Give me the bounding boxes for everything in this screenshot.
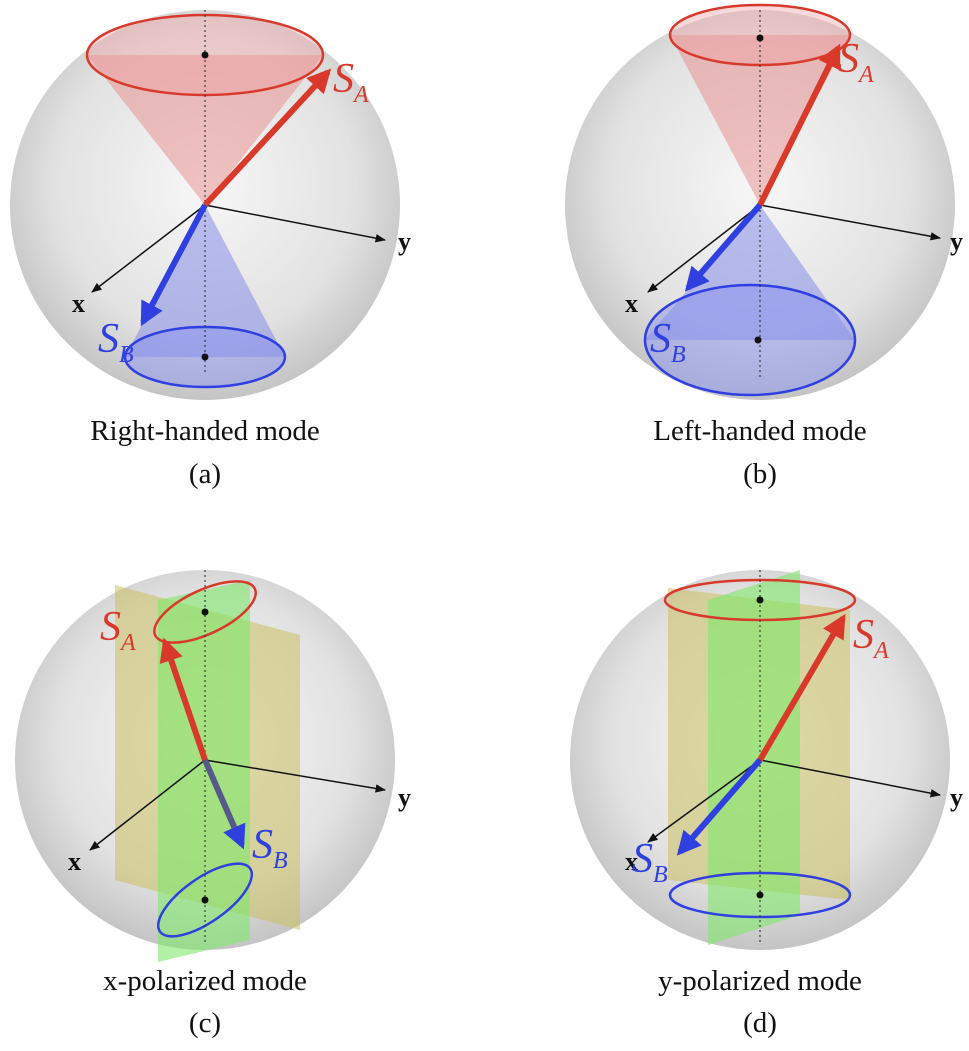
axis-label: y <box>398 783 411 812</box>
spin-b-arrow <box>140 203 208 327</box>
spin-a-arrow <box>159 637 208 761</box>
panel-label: (b) <box>743 458 777 490</box>
spin-symbol: S <box>98 316 119 362</box>
panel-c <box>15 570 395 962</box>
axis-y <box>759 204 942 241</box>
caption: Left-handed mode <box>653 415 866 447</box>
plane <box>158 580 250 962</box>
spin-label: SA <box>333 56 369 108</box>
spin-label: SA <box>100 604 136 656</box>
spin-label: SB <box>252 822 288 874</box>
orbit <box>643 283 857 397</box>
dot <box>201 353 209 361</box>
panel-d <box>570 570 950 950</box>
spin-subscript: A <box>119 630 136 656</box>
spin-a-arrow <box>757 613 846 762</box>
axis-y <box>204 204 387 243</box>
axis-label: x <box>72 289 85 318</box>
spin-symbol: S <box>252 822 273 868</box>
spin-label: SB <box>650 316 686 368</box>
spin-symbol: S <box>853 612 874 658</box>
spin-symbol: S <box>650 316 671 362</box>
axis-y <box>759 759 942 798</box>
spin-label: SB <box>632 836 668 888</box>
axis-x <box>647 204 761 293</box>
dot <box>756 34 764 42</box>
axis-y <box>204 759 387 793</box>
spin-label: SA <box>838 36 874 88</box>
axis-label: x <box>68 847 81 876</box>
panel-label: (a) <box>189 458 221 490</box>
panel-label: (c) <box>189 1007 221 1039</box>
spin-subscript: B <box>273 848 288 874</box>
spin-subscript: A <box>857 62 874 88</box>
spin-a-arrow <box>757 43 841 207</box>
caption: y-polarized mode <box>658 965 862 997</box>
spin-b-arrow <box>676 758 763 856</box>
axis-x <box>89 759 206 851</box>
dot <box>201 608 209 616</box>
spin-subscript: B <box>671 342 686 368</box>
orbit <box>156 862 254 938</box>
spin-subscript: B <box>119 342 134 368</box>
dot <box>756 891 764 899</box>
panel-label: (d) <box>743 1007 777 1039</box>
spin-symbol: S <box>838 36 859 82</box>
spin-label: SB <box>98 316 134 368</box>
spin-subscript: A <box>352 82 369 108</box>
dot <box>201 896 209 904</box>
axis-x <box>91 204 206 293</box>
spin-symbol: S <box>333 56 354 102</box>
axis-label: y <box>950 783 963 812</box>
spin-subscript: B <box>653 862 668 888</box>
spin-b-arrow <box>684 203 763 292</box>
caption: Right-handed mode <box>90 415 320 447</box>
panel-b <box>565 3 955 400</box>
spin-subscript: A <box>872 638 889 664</box>
axis-label: x <box>625 847 638 876</box>
axis-label: y <box>398 227 411 256</box>
dot <box>754 336 762 344</box>
axis-x <box>647 759 761 843</box>
caption: x-polarized mode <box>103 965 307 997</box>
plane <box>708 570 800 945</box>
spin-symbol: S <box>100 604 121 650</box>
axis-label: x <box>625 289 638 318</box>
spin-a-arrow <box>202 68 332 208</box>
orbit <box>153 580 257 644</box>
axis-label: y <box>950 227 963 256</box>
spin-symbol: S <box>632 836 653 882</box>
dot <box>756 596 764 604</box>
spin-label: SA <box>853 612 889 664</box>
dot <box>201 51 209 59</box>
spin-b-arrow <box>202 758 246 850</box>
panel-a <box>10 10 400 400</box>
